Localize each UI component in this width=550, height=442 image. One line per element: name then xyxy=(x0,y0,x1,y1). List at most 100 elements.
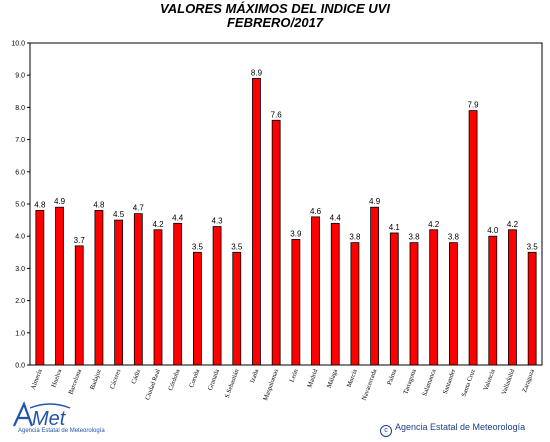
x-tick-label: Cáceres xyxy=(109,368,123,390)
bar xyxy=(350,242,360,366)
y-tick-label: 10.0 xyxy=(11,41,25,48)
bar-value-label: 3.5 xyxy=(231,242,243,251)
x-tick-label: Huelva xyxy=(50,368,63,388)
bar-value-label: 4.6 xyxy=(310,207,322,216)
x-tick-label: Maspalomas xyxy=(262,368,280,402)
bar-value-label: 4.7 xyxy=(133,204,145,213)
bar xyxy=(94,210,104,366)
bar xyxy=(55,206,64,366)
x-tick-label: Córdoba xyxy=(167,368,181,392)
bar xyxy=(114,219,124,366)
bar xyxy=(468,110,478,366)
x-tick-label: Almería xyxy=(30,368,44,391)
x-tick-label: Málaga xyxy=(326,368,339,389)
y-tick-label: 6.0 xyxy=(15,169,25,176)
bar xyxy=(311,216,320,366)
bar xyxy=(409,242,419,366)
bar xyxy=(508,229,517,366)
bar xyxy=(527,251,537,366)
aemet-logo-subtext: Agencia Estatal de Meteorología xyxy=(18,428,105,434)
aemet-logo-mark: Met xyxy=(12,401,71,430)
bar xyxy=(370,206,380,366)
bar xyxy=(429,229,439,366)
aemet-logo: Met Agencia Estatal de Meteorología xyxy=(10,398,120,440)
bar-value-label: 8.9 xyxy=(251,68,263,77)
x-tick-label: Santa Cruz xyxy=(461,368,477,397)
bar xyxy=(448,242,458,366)
bar-value-label: 7.6 xyxy=(271,110,283,119)
bar xyxy=(488,235,498,366)
y-tick-label: 9.0 xyxy=(15,73,25,80)
y-tick-label: 7.0 xyxy=(15,137,25,144)
x-tick-label: Santander xyxy=(442,368,458,396)
bar xyxy=(271,119,281,366)
copyright-notice: c Agencia Estatal de Meteorología xyxy=(380,422,525,437)
y-tick-label: 2.0 xyxy=(15,298,25,305)
x-tick-label: Tarragona xyxy=(402,368,418,395)
bar-value-label: 4.0 xyxy=(487,226,499,235)
bar-value-label: 4.3 xyxy=(212,217,224,226)
bar-value-label: 3.7 xyxy=(74,236,86,245)
bar xyxy=(35,210,45,366)
x-tick-label: Badajoz xyxy=(89,368,103,391)
bar-value-label: 3.5 xyxy=(192,242,204,251)
bar xyxy=(173,222,183,366)
bar xyxy=(252,78,261,366)
bar-value-label: 4.8 xyxy=(93,200,105,209)
bar-value-label: 3.5 xyxy=(527,242,539,251)
bar-value-label: 7.9 xyxy=(468,101,480,110)
chart-title: VALORES MÁXIMOS DEL INDICE UVI xyxy=(160,1,390,16)
x-tick-label: Barcelona xyxy=(68,368,84,395)
y-tick-label: 8.0 xyxy=(15,105,25,112)
bar xyxy=(74,245,84,366)
bar-value-label: 4.8 xyxy=(34,200,46,209)
bar-value-label: 4.9 xyxy=(54,197,66,206)
y-tick-label: 3.0 xyxy=(15,266,25,273)
x-tick-label: Granada xyxy=(207,368,221,391)
x-tick-label: Valladolid xyxy=(501,368,517,396)
bar xyxy=(232,251,242,366)
x-tick-label: Ciudad Real xyxy=(144,368,162,401)
bar xyxy=(133,213,143,366)
bar-value-label: 3.8 xyxy=(448,233,460,242)
x-tick-label: Murcia xyxy=(346,368,359,388)
x-tick-label: Valencia xyxy=(482,368,496,392)
bar xyxy=(389,232,399,366)
plot-frame xyxy=(29,42,543,366)
bar-value-label: 3.9 xyxy=(290,229,302,238)
bar-value-label: 4.4 xyxy=(172,213,184,222)
bar-value-label: 4.2 xyxy=(507,220,519,229)
x-tick-label: Salamanca xyxy=(421,368,437,397)
bar-value-label: 3.8 xyxy=(408,233,420,242)
x-tick-label: Navacerrada xyxy=(361,368,379,401)
bar xyxy=(192,251,202,366)
x-tick-label: Palma xyxy=(386,368,398,386)
y-tick-label: 0.0 xyxy=(15,363,25,370)
x-tick-label: Izaña xyxy=(249,368,260,384)
y-tick-label: 1.0 xyxy=(15,330,25,337)
y-tick-label: 4.0 xyxy=(15,234,25,241)
bar xyxy=(153,229,163,366)
bar-value-label: 4.2 xyxy=(428,220,440,229)
copyright-text: Agencia Estatal de Meteorología xyxy=(395,422,526,432)
copyright-icon: c xyxy=(380,425,392,437)
bar-value-label: 4.1 xyxy=(389,223,401,232)
bar-value-label: 3.8 xyxy=(349,233,361,242)
bar-value-label: 4.4 xyxy=(330,213,342,222)
bar-value-label: 4.9 xyxy=(369,197,381,206)
x-tick-label: Madrid xyxy=(306,368,319,389)
x-tick-label: Coruña xyxy=(188,368,201,388)
chart-subtitle: FEBRERO/2017 xyxy=(226,15,324,30)
svg-text:Met: Met xyxy=(32,408,67,430)
bar xyxy=(330,222,340,366)
bar-value-label: 4.2 xyxy=(152,220,164,229)
x-tick-label: Zaragoza xyxy=(521,368,536,393)
x-tick-label: Cádiz xyxy=(130,368,142,385)
bar-value-label: 4.5 xyxy=(113,210,125,219)
x-tick-label: S.Sebastián xyxy=(224,368,241,399)
y-tick-label: 5.0 xyxy=(15,202,25,209)
bar xyxy=(291,239,301,366)
bar xyxy=(212,226,222,366)
x-tick-label: León xyxy=(289,368,300,384)
